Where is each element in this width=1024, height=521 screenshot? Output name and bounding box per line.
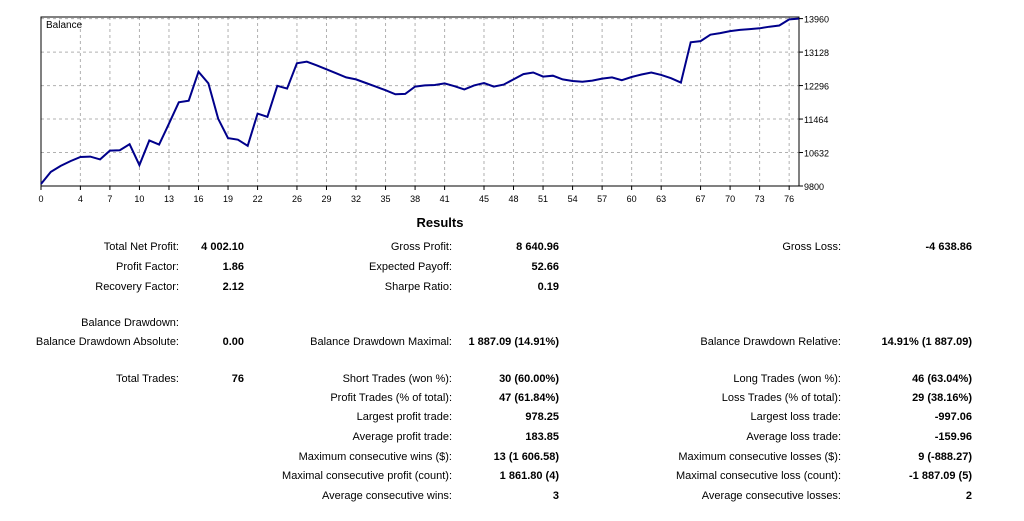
result-label: Total Trades:: [116, 373, 179, 385]
balance-series-line: [40, 17, 800, 185]
x-axis: 0 4 7 10 13 16 19 22 26 29 32 35 38 41 45 48 51 54 57 60 63 6…: [38, 186, 794, 204]
x-tick-label: 32: [351, 194, 361, 204]
result-value: 47 (61.84%): [499, 392, 559, 404]
result-value: 76: [231, 373, 244, 385]
result-value: -997.06: [934, 411, 972, 423]
result-value: 14.91% (1 887.09): [881, 336, 972, 348]
result-label: Long Trades (won %):: [733, 373, 841, 385]
x-tick-label: 51: [538, 194, 548, 204]
result-value: 13 (1 606.58): [493, 451, 559, 463]
result-value: 4 002.10: [201, 241, 244, 253]
result-label: Gross Profit:: [390, 241, 452, 253]
result-label: Loss Trades (% of total):: [721, 392, 841, 404]
result-value: 8 640.96: [516, 241, 559, 253]
x-tick-label: 57: [597, 194, 607, 204]
results-title: Results: [416, 215, 464, 230]
y-tick-label: 13960: [804, 15, 829, 25]
result-value: 978.25: [525, 411, 559, 423]
result-label: Average consecutive losses:: [701, 490, 841, 502]
x-tick-label: 0: [38, 194, 43, 204]
result-label: Average profit trade:: [352, 431, 452, 443]
x-tick-label: 45: [479, 194, 489, 204]
chart-grid: [41, 17, 799, 186]
result-value: 2: [965, 490, 972, 502]
x-tick-label: 35: [381, 194, 391, 204]
result-label: Largest profit trade:: [356, 411, 452, 423]
result-label: Average consecutive wins:: [321, 490, 452, 502]
result-label: Balance Drawdown:: [81, 317, 179, 329]
result-label: Maximum consecutive losses ($):: [678, 451, 841, 463]
result-value: 183.85: [525, 431, 559, 443]
x-tick-label: 70: [725, 194, 735, 204]
result-value: 52.66: [531, 261, 559, 273]
result-label: Sharpe Ratio:: [384, 281, 452, 293]
result-label: Average loss trade:: [746, 431, 841, 443]
result-label: Maximum consecutive wins ($):: [298, 451, 452, 463]
result-value: -1 887.09 (5): [909, 470, 972, 482]
x-tick-label: 22: [253, 194, 263, 204]
x-tick-label: 16: [193, 194, 203, 204]
result-value: 3: [552, 490, 559, 502]
y-tick-label: 9800: [804, 182, 824, 192]
result-label: Profit Trades (% of total):: [330, 392, 452, 404]
x-tick-label: 4: [78, 194, 83, 204]
result-value: 1 861.80 (4): [499, 470, 559, 482]
result-value: -159.96: [934, 431, 972, 443]
x-tick-label: 54: [568, 194, 578, 204]
result-value: 1 887.09 (14.91%): [468, 336, 559, 348]
y-tick-label: 11464: [804, 115, 828, 125]
x-tick-label: 38: [410, 194, 420, 204]
x-tick-label: 26: [292, 194, 302, 204]
result-value: -4 638.86: [925, 241, 972, 253]
result-value: 9 (-888.27): [918, 451, 972, 463]
result-label: Maximal consecutive loss (count):: [675, 470, 841, 482]
x-tick-label: 73: [755, 194, 765, 204]
result-label: Maximal consecutive profit (count):: [282, 470, 452, 482]
plot-frame: [40, 16, 800, 187]
x-tick-label: 19: [223, 194, 233, 204]
result-value: 46 (63.04%): [912, 373, 972, 385]
x-tick-label: 67: [696, 194, 706, 204]
chart-title: Balance: [46, 20, 83, 31]
result-value: 0.19: [537, 281, 559, 293]
x-tick-label: 48: [509, 194, 519, 204]
result-label: Largest loss trade:: [750, 411, 842, 423]
y-tick-label: 10632: [804, 149, 829, 159]
balance-chart: Balance 0 4 7 10 13 16 19 22 26 29 32 35 38 41 45 48 51 5…: [38, 15, 829, 204]
result-label: Balance Drawdown Absolute:: [35, 336, 179, 348]
x-tick-label: 13: [164, 194, 174, 204]
result-value: 1.86: [222, 261, 244, 273]
result-value: 29 (38.16%): [912, 392, 972, 404]
x-tick-label: 41: [440, 194, 450, 204]
x-tick-label: 76: [784, 194, 794, 204]
x-tick-label: 63: [656, 194, 666, 204]
result-label: Balance Drawdown Relative:: [700, 336, 841, 348]
y-axis: 13960 13128 12296 11464 10632 9800: [799, 15, 829, 192]
result-value: 0.00: [222, 336, 244, 348]
result-value: 30 (60.00%): [499, 373, 559, 385]
result-label: Recovery Factor:: [95, 281, 179, 293]
result-label: Short Trades (won %):: [342, 373, 452, 385]
result-label: Gross Loss:: [782, 241, 841, 253]
y-tick-label: 13128: [804, 48, 829, 58]
result-label: Balance Drawdown Maximal:: [310, 336, 452, 348]
result-label: Profit Factor:: [116, 261, 179, 273]
result-label: Expected Payoff:: [369, 261, 452, 273]
x-tick-label: 29: [321, 194, 331, 204]
result-value: 2.12: [222, 281, 244, 293]
result-label: Total Net Profit:: [103, 241, 179, 253]
x-tick-label: 7: [107, 194, 112, 204]
y-tick-label: 12296: [804, 82, 829, 92]
x-tick-label: 60: [627, 194, 637, 204]
x-tick-label: 10: [134, 194, 144, 204]
